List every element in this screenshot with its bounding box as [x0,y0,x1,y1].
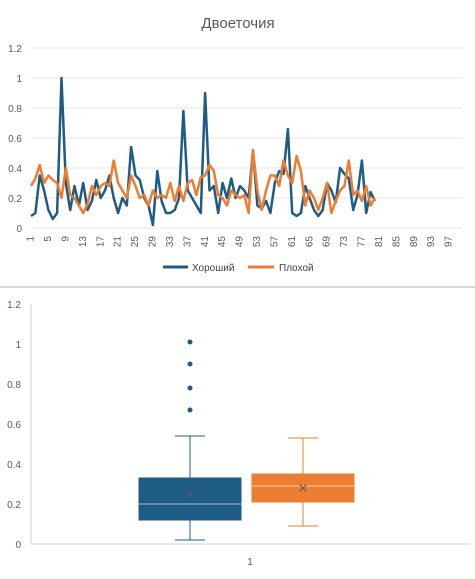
line-chart-series [29,76,377,227]
x-tick-label: 73 [339,236,350,248]
x-tick-label: 57 [269,236,280,248]
x-tick-label: 41 [200,236,211,248]
x-tick-label: 97 [444,236,455,248]
x-tick-label: 61 [287,236,298,248]
x-tick-label: 65 [304,236,315,248]
box-chart-panel: 0 0.2 0.4 0.6 0.8 1 1.2 1 [0,289,475,574]
x-tick-label: 53 [252,236,263,248]
x-tick-label: 5 [43,236,54,242]
legend-label-series-1: Хороший [192,263,234,274]
x-tick-label: 85 [391,236,402,248]
series-line-1 [30,76,377,227]
y-tick-label: 1 [16,74,22,85]
y-tick-label: 0.6 [7,420,21,431]
x-tick-label: 45 [217,236,228,248]
box-chart-y-ticks: 0 0.2 0.4 0.6 0.8 1 1.2 [7,300,21,551]
x-tick-label: 77 [357,236,368,248]
x-tick-label: 81 [374,236,385,248]
x-tick-label: 9 [60,236,71,242]
box-chart-boxes [138,339,355,541]
x-tick-label: 25 [130,236,141,248]
panel-divider [0,286,475,288]
y-tick-label: 1 [15,340,21,351]
y-tick-label: 0.8 [7,380,21,391]
y-tick-label: 1.2 [8,44,22,55]
series-line-2 [29,148,376,215]
line-chart: Двоеточия 00.20.40.60.811.2 1 5 9 13 17 21 25 2… [8,15,462,274]
y-tick-label: 0.6 [8,134,22,145]
line-chart-panel: Двоеточия 0 0.2 0.4 0.6 0.8 1 1.2 1 5 9 13 17 21 25 2… [0,0,475,286]
x-tick-label: 37 [182,236,193,248]
x-tick-label: 21 [113,236,124,248]
line-chart-y-ticks: 0 0.2 0.4 0.6 0.8 1 1.2 [8,44,22,235]
outlier-point [187,407,193,413]
x-tick-label: 89 [409,236,420,248]
y-tick-label: 1.2 [7,300,21,311]
x-tick-label: 13 [78,236,89,248]
line-chart-grid [31,47,462,229]
outlier-point [187,339,193,345]
box-1 [138,339,242,541]
legend: Хороший Плохой [163,263,314,274]
x-tick-label: 49 [235,236,246,248]
y-tick-label: 0.8 [8,104,22,115]
y-tick-label: 0.2 [8,194,22,205]
x-tick-label: 93 [426,236,437,248]
x-tick-label: 1 [26,236,37,242]
y-tick-label: 0.4 [7,460,21,471]
box-chart-axes [30,304,470,545]
x-category-label: 1 [247,557,253,568]
mean-marker [299,484,307,492]
x-tick-label: 29 [148,236,159,248]
outlier-point [187,385,193,391]
y-tick-label: 0.4 [8,164,22,175]
line-chart-x-ticks: 1 5 9 13 17 21 25 29 33 37 41 45 49 53 57 61 65 69 73 77 81 8… [26,236,455,248]
box-2 [251,437,355,527]
box-chart: 0 0.2 0.4 0.6 0.8 1 1.2 1 [7,300,470,568]
x-tick-label: 69 [322,236,333,248]
y-tick-label: 0 [15,540,21,551]
outlier-point [187,361,193,367]
mean-marker [186,490,194,498]
x-tick-label: 17 [95,236,106,248]
x-tick-label: 33 [165,236,176,248]
chart-title: Двоеточия [201,15,274,32]
box-iqr [138,477,242,521]
legend-label-series-2: Плохой [279,263,314,274]
y-tick-label: 0.2 [7,500,21,511]
y-tick-label: 0 [16,224,22,235]
